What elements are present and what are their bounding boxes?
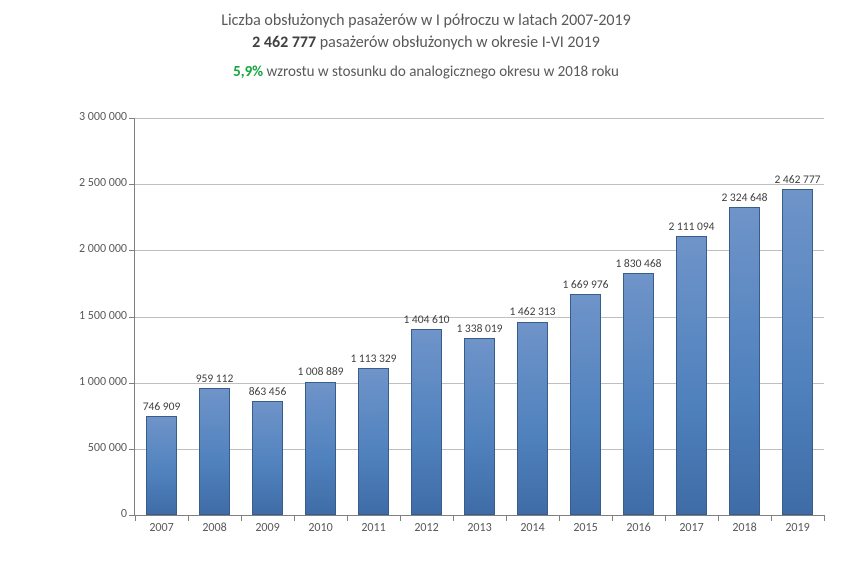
x-axis-label: 2008 <box>202 521 226 535</box>
title-line-1: Liczba obsłużonych pasażerów w I półrocz… <box>0 10 852 32</box>
y-axis-label: 2 000 000 <box>55 242 127 256</box>
x-tick <box>347 515 348 521</box>
x-tick <box>771 515 772 521</box>
data-label: 959 112 <box>196 372 234 386</box>
x-tick <box>824 515 825 521</box>
y-axis-label: 3 000 000 <box>55 110 127 124</box>
x-axis-label: 2009 <box>255 521 279 535</box>
plot-area: 0500 0001 000 0001 500 0002 000 0002 500… <box>134 118 824 516</box>
y-axis-label: 500 000 <box>55 441 127 455</box>
x-tick <box>135 515 136 521</box>
x-tick <box>612 515 613 521</box>
total-suffix: pasażerów obsłużonych w okresie I-VI 201… <box>316 33 600 52</box>
x-axis-label: 2013 <box>467 521 491 535</box>
y-axis-label: 1 500 000 <box>55 309 127 323</box>
data-label: 1 404 610 <box>404 313 450 327</box>
bar <box>252 401 283 515</box>
x-tick <box>241 515 242 521</box>
x-axis-label: 2019 <box>785 521 809 535</box>
bar <box>199 388 230 515</box>
x-axis-label: 2007 <box>149 521 173 535</box>
y-axis-label: 0 <box>55 507 127 521</box>
x-axis-label: 2014 <box>520 521 544 535</box>
x-tick <box>294 515 295 521</box>
total-value: 2 462 777 <box>252 33 316 52</box>
bar <box>305 382 336 516</box>
data-label: 863 456 <box>249 385 287 399</box>
x-tick <box>400 515 401 521</box>
page: Liczba obsłużonych pasażerów w I półrocz… <box>0 0 852 581</box>
x-axis-label: 2015 <box>573 521 597 535</box>
gridline <box>135 250 824 251</box>
gridline <box>135 184 824 185</box>
x-axis-label: 2017 <box>679 521 703 535</box>
y-tick <box>129 184 135 185</box>
y-axis-label: 2 500 000 <box>55 176 127 190</box>
x-tick <box>453 515 454 521</box>
bar <box>464 338 495 515</box>
y-tick <box>129 317 135 318</box>
gridline <box>135 317 824 318</box>
growth-line: 5,9% wzrostu w stosunku do analogicznego… <box>0 63 852 81</box>
y-tick <box>129 383 135 384</box>
data-label: 2 111 094 <box>669 220 715 234</box>
x-axis-label: 2012 <box>414 521 438 535</box>
bar <box>358 368 389 515</box>
data-label: 1 669 976 <box>563 278 609 292</box>
x-axis-label: 2018 <box>732 521 756 535</box>
bar <box>729 207 760 515</box>
data-label: 746 909 <box>143 400 181 414</box>
bar <box>782 189 813 515</box>
data-label: 2 462 777 <box>775 173 821 187</box>
data-label: 1 113 329 <box>351 352 397 366</box>
y-tick <box>129 449 135 450</box>
y-tick <box>129 118 135 119</box>
growth-suffix: wzrostu w stosunku do analogicznego okre… <box>263 63 619 81</box>
bar <box>570 294 601 515</box>
x-tick <box>506 515 507 521</box>
data-label: 2 324 648 <box>722 191 768 205</box>
bar <box>517 322 548 516</box>
data-label: 1 462 313 <box>510 305 556 319</box>
y-tick <box>129 250 135 251</box>
data-label: 1 008 889 <box>298 365 344 379</box>
y-axis-label: 1 000 000 <box>55 375 127 389</box>
x-tick <box>718 515 719 521</box>
growth-pct: 5,9% <box>233 63 263 81</box>
title-line-2: 2 462 777 pasażerów obsłużonych w okresi… <box>0 32 852 54</box>
x-tick <box>665 515 666 521</box>
data-label: 1 830 468 <box>616 257 662 271</box>
chart-header: Liczba obsłużonych pasażerów w I półrocz… <box>0 0 852 81</box>
bar <box>676 236 707 515</box>
x-tick <box>559 515 560 521</box>
bar <box>623 273 654 515</box>
gridline <box>135 118 824 119</box>
data-label: 1 338 019 <box>457 322 503 336</box>
bar <box>411 329 442 515</box>
x-axis-label: 2010 <box>308 521 332 535</box>
bar-chart: 0500 0001 000 0001 500 0002 000 0002 500… <box>60 108 830 538</box>
x-tick <box>188 515 189 521</box>
x-axis-label: 2011 <box>361 521 385 535</box>
x-axis-label: 2016 <box>626 521 650 535</box>
bar <box>146 416 177 515</box>
